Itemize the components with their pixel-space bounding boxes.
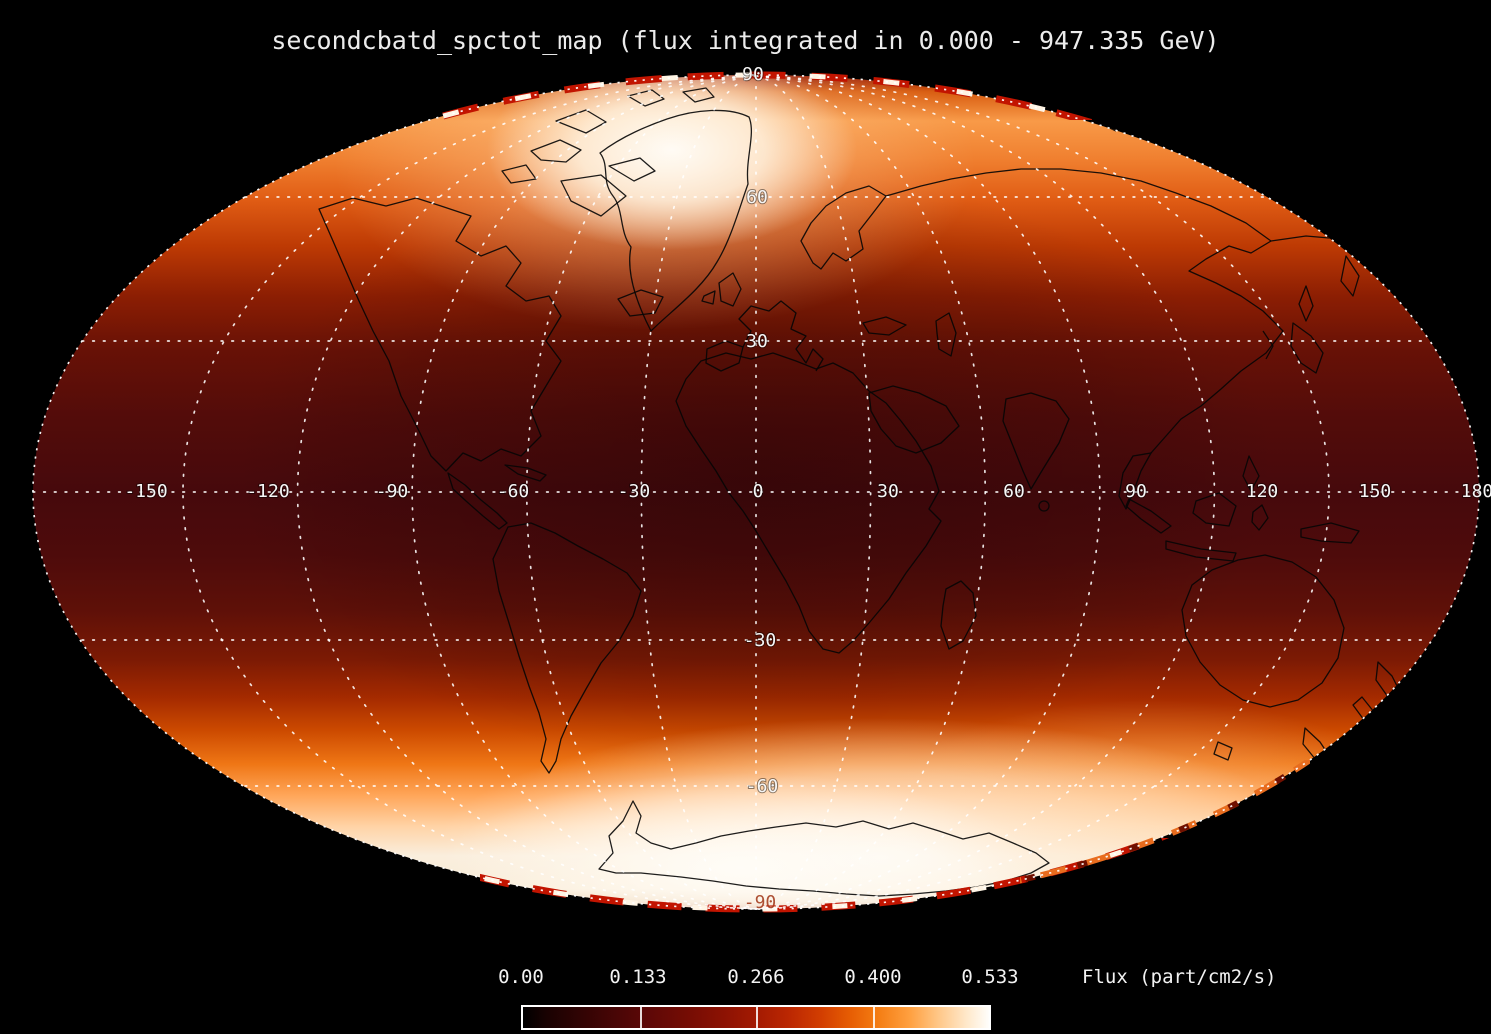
coastline-europe <box>738 300 824 372</box>
lon-label-0: 0 <box>753 481 764 502</box>
coastline-india <box>1002 392 1070 490</box>
coastline-east-asia <box>1150 240 1284 454</box>
coastline-arctic-island <box>627 89 665 107</box>
colorbar-tick-2: 0.266 <box>727 966 785 988</box>
lon-label--30: -30 <box>618 481 651 502</box>
coastline-caspian <box>935 312 957 357</box>
colorbar-tick-4: 0.533 <box>961 966 1019 988</box>
coastline-philippines <box>1242 455 1260 492</box>
colorbar-divider <box>756 1007 758 1028</box>
coastline-black-sea <box>862 316 907 336</box>
colorbar-tick-3: 0.400 <box>844 966 902 988</box>
meridian-60e <box>755 75 987 910</box>
coastline-arctic-island <box>608 157 656 182</box>
lon-label-180: 180 <box>1461 481 1491 502</box>
lat-label-60s: -60 <box>746 776 779 797</box>
lon-label-60: 60 <box>1003 481 1025 502</box>
coastline-antarctica <box>598 800 1050 897</box>
coastline-cuba <box>504 464 547 482</box>
lon-label--120: -120 <box>246 481 289 502</box>
coastline-north-america <box>318 197 562 472</box>
lon-label--150: -150 <box>124 481 167 502</box>
coastline-arctic-island <box>682 87 715 103</box>
colorbar-tick-0: 0.00 <box>498 966 544 988</box>
plot-title: secondcbatd_spctot_map (flux integrated … <box>271 26 1220 55</box>
coastline-australia <box>1181 554 1345 708</box>
graticule <box>32 75 1480 910</box>
lon-label-150: 150 <box>1359 481 1392 502</box>
meridian-30w <box>640 75 757 910</box>
coastline-japan <box>1290 322 1324 374</box>
coastline-borneo <box>1192 492 1237 527</box>
coastline-java <box>1165 540 1237 562</box>
meridian-60w <box>525 75 757 910</box>
coastline-arctic-russia <box>1035 95 1062 107</box>
colorbar-gradient <box>521 1005 991 1030</box>
coastline-madagascar <box>940 580 977 650</box>
lat-label-30n: 30 <box>746 331 768 352</box>
coastline-britain <box>718 272 742 307</box>
coastline-sakhalin <box>1298 285 1314 322</box>
coastline-arabia <box>868 385 960 454</box>
coastline-arctic-island <box>501 164 537 184</box>
coastline-ireland <box>701 290 716 305</box>
coastline-arctic-island <box>560 174 627 217</box>
lat-label-90n: 90 <box>742 64 764 85</box>
coastline-sumatra <box>1125 498 1172 534</box>
graticule-labels: 90 60 30 -30 -60 -90 -150 -120 -90 -60 -… <box>123 63 1491 913</box>
map-outline <box>32 74 1480 910</box>
colorbar-tick-1: 0.133 <box>609 966 667 988</box>
coastline-scandinavia <box>800 185 887 270</box>
coastline-korea <box>1262 330 1274 360</box>
coastline-new-guinea <box>1300 522 1360 544</box>
coastline-tasmania <box>1213 741 1233 761</box>
rim-steps <box>417 71 1310 913</box>
coastline-arctic-island <box>530 139 582 163</box>
coastline-arctic-island <box>555 109 607 134</box>
coastline-malay <box>1118 452 1152 510</box>
flux-field <box>33 75 1479 909</box>
lat-label-30s: -30 <box>744 630 777 651</box>
lon-label--90: -90 <box>376 481 409 502</box>
colorbar-divider <box>872 1007 875 1028</box>
coastline-greenland <box>599 109 753 332</box>
coastline-south-america <box>492 522 642 774</box>
lat-label-60n: 60 <box>746 187 768 208</box>
lon-label-120: 120 <box>1246 481 1279 502</box>
lon-label--60: -60 <box>497 481 530 502</box>
lat-label-90s: -90 <box>744 892 777 913</box>
colorbar-unit-label: Flux (part/cm2/s) <box>1082 966 1277 988</box>
coastline-africa <box>675 352 942 654</box>
coastline-kamchatka <box>1340 255 1360 297</box>
lon-label-90: 90 <box>1125 481 1147 502</box>
lon-label-30: 30 <box>877 481 899 502</box>
meridian-30e <box>755 75 872 910</box>
coastline-iceland <box>617 289 664 317</box>
coastline-sri-lanka <box>1038 500 1050 512</box>
colorbar-divider <box>639 1007 642 1028</box>
coastline-sulawesi <box>1251 504 1269 531</box>
